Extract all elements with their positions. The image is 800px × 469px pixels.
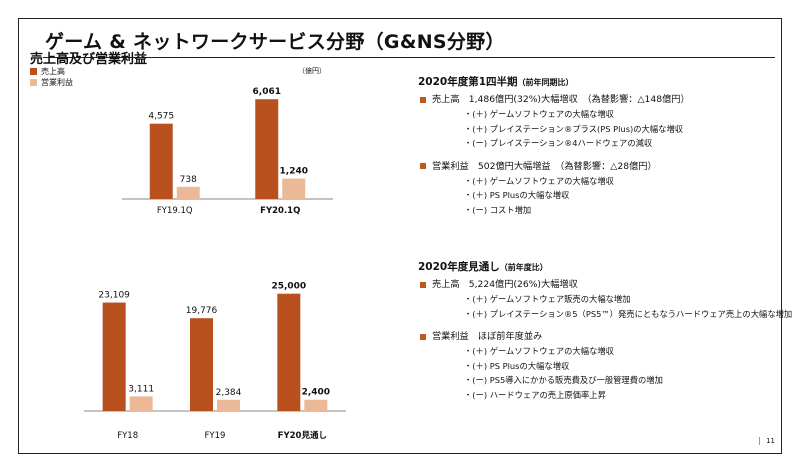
list-item: ・(＋) ゲームソフトウェアの大幅な増収 [464, 346, 614, 356]
list-item: ・(＋) PS Plusの大幅な増収 [464, 360, 570, 371]
legend-label-op-income: 営業利益 [41, 78, 73, 87]
chart-legend: 売上高 営業利益 [30, 66, 73, 88]
title-underline [43, 57, 775, 58]
list-item: ・(＋) ゲームソフトウェア販売の大幅な増加 [464, 294, 631, 304]
forecast-sales-line: 売上高 5,224億円(26%)大幅増収 [432, 279, 578, 290]
sales-bar [190, 318, 213, 411]
slide-frame: ゲーム & ネットワークサービス分野（G&NS分野） 11 [18, 18, 782, 454]
operating-income-bar [282, 178, 306, 199]
chart-title: 売上高及び営業利益 [30, 52, 148, 67]
operating-income-bar [129, 396, 153, 411]
operating-income-data-label: 3,111 [128, 384, 154, 394]
list-item: ・(＋) ゲームソフトウェアの大幅な増収 [464, 175, 614, 186]
operating-income-data-label: 738 [180, 175, 197, 185]
sales-bar [255, 99, 279, 199]
forecast-op-line: 営業利益 ほぼ前年度並み [432, 331, 543, 342]
sales-data-label: 4,575 [148, 112, 174, 122]
sales-bar [149, 123, 173, 199]
page-number: 11 [759, 437, 775, 445]
legend-item-sales: 売上高 [30, 66, 73, 77]
operating-income-data-label: 2,384 [216, 388, 242, 398]
forecast-sales-bullet: 売上高 5,224億円(26%)大幅増収 [418, 277, 792, 292]
operating-income-bar [217, 399, 240, 411]
sales-data-label: 23,109 [98, 291, 130, 301]
x-tick-label: FY19.1Q [157, 206, 193, 216]
q1-sales-bullet: 売上高 1,486億円(32%)大幅増収 （為替影響：△148億円） [418, 92, 690, 107]
forecast-heading-note: （前年度比） [499, 263, 548, 272]
q1-heading-text: 2020年度第1四半期 [418, 76, 518, 88]
list-item: ・(＋) PS Plusの大幅な増収 [464, 190, 570, 200]
sales-data-label: 19,776 [186, 306, 218, 316]
bullet-square-icon [420, 333, 426, 340]
operating-income-data-label: 1,240 [280, 167, 308, 177]
x-tick-label: FY20見通し [278, 430, 327, 441]
forecast-op-bullet: 営業利益 ほぼ前年度並み [418, 329, 792, 344]
forecast-summary: 2020年度見通し（前年度比） 売上高 5,224億円(26%)大幅増収 ・(＋… [418, 260, 792, 402]
bullet-square-icon [420, 96, 426, 103]
sales-data-label: 25,000 [271, 282, 306, 292]
legend-label-sales: 売上高 [41, 67, 65, 76]
x-tick-label: FY20.1Q [260, 206, 300, 216]
q1-sales-line: 売上高 1,486億円(32%)大幅増収 （為替影響：△148億円） [432, 94, 690, 105]
list-item: ・(＋) プレイステーション®プラス(PS Plus)の大幅な増収 [464, 123, 684, 134]
q1-op-line: 営業利益 502億円大幅増益 （為替影響：△28億円） [432, 160, 657, 172]
x-tick-label: FY19 [205, 431, 226, 441]
q1-summary: 2020年度第1四半期（前年同期比） 売上高 1,486億円(32%)大幅増収 … [418, 75, 690, 217]
spacer [418, 321, 792, 329]
slide-title: ゲーム & ネットワークサービス分野（G&NS分野） [45, 31, 505, 53]
operating-income-data-label: 2,400 [302, 388, 330, 398]
unit-label: （億円） [298, 67, 326, 75]
legend-swatch-sales [30, 68, 37, 75]
list-item: ・(ー) ハードウェアの売上原価率上昇 [464, 389, 606, 400]
legend-swatch-op-income [30, 79, 37, 86]
q1-heading: 2020年度第1四半期（前年同期比） [418, 75, 690, 90]
legend-item-op-income: 営業利益 [30, 77, 73, 88]
spacer [418, 151, 690, 159]
operating-income-bar [304, 399, 328, 411]
bullet-square-icon [420, 163, 426, 169]
list-item: ・(＋) プレイステーション®5（PS5™）発売にともなうハードウェア売上の大幅… [464, 308, 793, 319]
x-tick-label: FY18 [117, 431, 138, 441]
sales-bar [277, 293, 301, 411]
operating-income-bar [176, 186, 200, 199]
list-item: ・(ー) コスト増加 [464, 204, 532, 215]
sales-data-label: 6,061 [253, 87, 281, 97]
q1-heading-note: （前年同期比） [517, 78, 574, 87]
list-item: ・(ー) PS5導入にかかる販売費及び一般管理費の増加 [464, 375, 663, 385]
sales-bar [102, 302, 126, 411]
list-item: ・(＋) ゲームソフトウェアの大幅な増収 [464, 109, 614, 119]
bullet-square-icon [420, 281, 426, 288]
forecast-heading-text: 2020年度見通し [418, 261, 500, 273]
forecast-heading: 2020年度見通し（前年度比） [418, 260, 792, 275]
list-item: ・(ー) プレイステーション®4ハードウェアの減収 [464, 138, 653, 148]
q1-op-bullet: 営業利益 502億円大幅増益 （為替影響：△28億円） [418, 159, 690, 174]
